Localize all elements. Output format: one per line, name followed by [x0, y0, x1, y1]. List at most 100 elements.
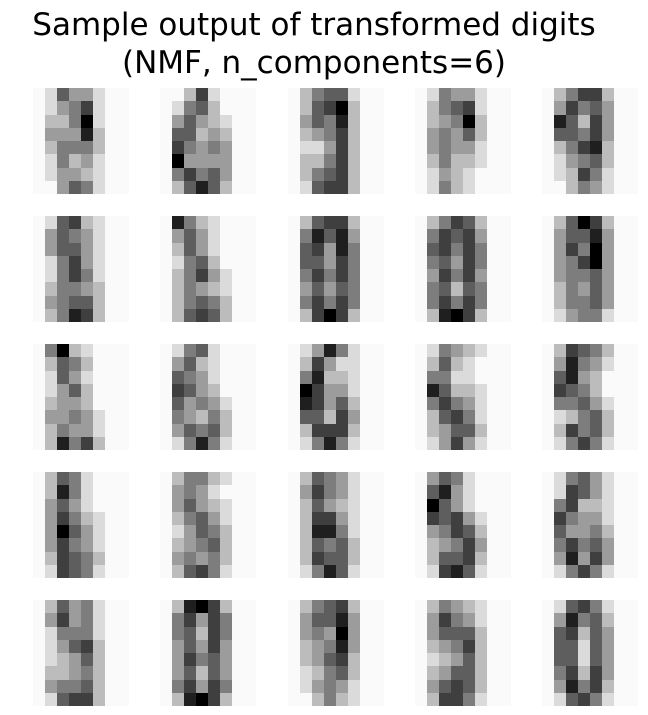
- pixel-cell: [232, 498, 244, 512]
- pixel-cell: [487, 692, 499, 706]
- pixel-cell: [208, 600, 220, 614]
- pixel-cell: [81, 141, 93, 155]
- pixel-cell: [45, 357, 57, 371]
- pixel-cell: [590, 692, 602, 706]
- pixel-cell: [33, 498, 45, 512]
- pixel-cell: [69, 666, 81, 680]
- pixel-cell: [487, 370, 499, 384]
- pixel-cell: [300, 114, 312, 128]
- pixel-cell: [439, 498, 451, 512]
- pixel-cell: [244, 525, 256, 539]
- pixel-cell: [244, 344, 256, 358]
- pixel-cell: [372, 551, 384, 565]
- pixel-cell: [69, 511, 81, 525]
- pixel-cell: [69, 639, 81, 653]
- pixel-cell: [578, 525, 590, 539]
- pixel-cell: [542, 666, 554, 680]
- pixel-cell: [602, 357, 614, 371]
- pixel-cell: [439, 269, 451, 283]
- pixel-cell: [566, 423, 578, 437]
- pixel-cell: [220, 397, 232, 411]
- pixel-cell: [554, 436, 566, 450]
- pixel-cell: [45, 295, 57, 309]
- pixel-cell: [117, 255, 129, 269]
- pixel-cell: [372, 154, 384, 168]
- pixel-cell: [348, 679, 360, 693]
- pixel-cell: [312, 666, 324, 680]
- pixel-cell: [590, 564, 602, 578]
- pixel-cell: [614, 269, 626, 283]
- pixel-cell: [208, 692, 220, 706]
- pixel-cell: [475, 436, 487, 450]
- pixel-cell: [93, 485, 105, 499]
- pixel-cell: [542, 229, 554, 243]
- pixel-cell: [324, 538, 336, 552]
- pixel-cell: [602, 564, 614, 578]
- pixel-cell: [288, 167, 300, 181]
- pixel-cell: [590, 88, 602, 102]
- pixel-cell: [614, 154, 626, 168]
- pixel-cell: [451, 397, 463, 411]
- pixel-cell: [208, 525, 220, 539]
- pixel-cell: [566, 639, 578, 653]
- pixel-cell: [196, 639, 208, 653]
- pixel-cell: [372, 167, 384, 181]
- pixel-cell: [196, 498, 208, 512]
- pixel-cell: [312, 551, 324, 565]
- pixel-cell: [348, 410, 360, 424]
- pixel-cell: [475, 308, 487, 322]
- pixel-cell: [578, 229, 590, 243]
- pixel-cell: [117, 167, 129, 181]
- pixel-cell: [475, 282, 487, 296]
- pixel-cell: [475, 344, 487, 358]
- pixel-cell: [184, 692, 196, 706]
- pixel-cell: [439, 141, 451, 155]
- pixel-cell: [336, 357, 348, 371]
- pixel-cell: [614, 295, 626, 309]
- pixel-cell: [81, 436, 93, 450]
- pixel-cell: [463, 282, 475, 296]
- pixel-cell: [578, 370, 590, 384]
- pixel-cell: [232, 167, 244, 181]
- pixel-cell: [220, 692, 232, 706]
- pixel-cell: [172, 370, 184, 384]
- pixel-cell: [451, 295, 463, 309]
- pixel-cell: [439, 653, 451, 667]
- pixel-cell: [244, 600, 256, 614]
- pixel-cell: [208, 308, 220, 322]
- pixel-cell: [45, 600, 57, 614]
- pixel-cell: [427, 242, 439, 256]
- pixel-cell: [196, 295, 208, 309]
- pixel-cell: [336, 370, 348, 384]
- pixel-cell: [324, 141, 336, 155]
- pixel-cell: [105, 653, 117, 667]
- pixel-cell: [626, 600, 638, 614]
- pixel-cell: [172, 357, 184, 371]
- pixel-cell: [463, 511, 475, 525]
- pixel-cell: [499, 88, 511, 102]
- pixel-cell: [93, 498, 105, 512]
- pixel-cell: [566, 613, 578, 627]
- pixel-cell: [33, 255, 45, 269]
- pixel-cell: [33, 666, 45, 680]
- pixel-cell: [566, 242, 578, 256]
- pixel-cell: [578, 639, 590, 653]
- pixel-cell: [81, 101, 93, 115]
- pixel-cell: [45, 423, 57, 437]
- pixel-cell: [602, 600, 614, 614]
- pixel-cell: [105, 423, 117, 437]
- pixel-cell: [554, 127, 566, 141]
- pixel-cell: [300, 357, 312, 371]
- pixel-cell: [336, 269, 348, 283]
- pixel-cell: [463, 167, 475, 181]
- pixel-cell: [451, 127, 463, 141]
- pixel-cell: [220, 295, 232, 309]
- pixel-cell: [312, 538, 324, 552]
- pixel-cell: [336, 308, 348, 322]
- pixel-cell: [184, 436, 196, 450]
- pixel-cell: [499, 269, 511, 283]
- pixel-cell: [360, 383, 372, 397]
- pixel-cell: [602, 498, 614, 512]
- pixel-cell: [451, 282, 463, 296]
- pixel-cell: [487, 282, 499, 296]
